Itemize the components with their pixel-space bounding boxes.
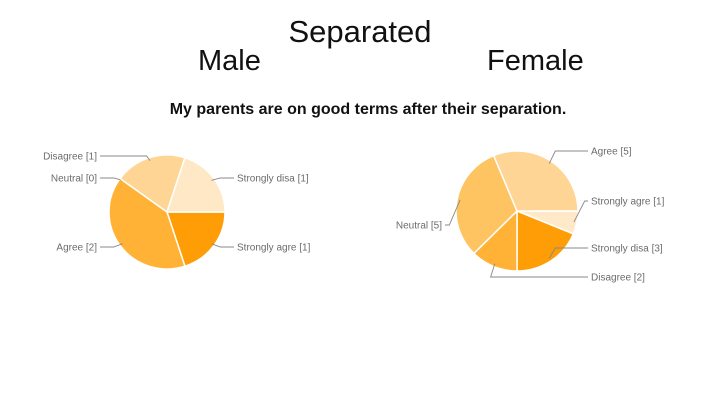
leader-line [548,247,588,259]
slice-label: Neutral [0] [51,174,97,185]
leader-line [100,155,151,161]
pie-slice [108,177,186,270]
pie-slice [119,154,186,214]
slice-label: Strongly disa [3] [591,244,663,255]
pie-slice [516,209,575,272]
leader-line [211,243,234,248]
pie-slice [455,154,518,255]
slice-label: Disagree [1] [43,152,97,163]
leader-line [211,177,234,181]
slice-label: Disagree [2] [591,273,645,284]
leader-line [573,200,588,223]
slice-label: Strongly agre [1] [591,197,665,208]
pie-slice [165,211,226,268]
leader-line [489,263,588,278]
female-label: Female [487,45,584,77]
question-text: My parents are on good terms after their… [169,101,567,118]
slice-label: Strongly agre [1] [237,243,311,254]
male-label: Male [198,45,261,77]
leader-line [548,150,588,164]
leader-line [100,243,123,248]
slide-title: Separated [288,14,432,49]
leader-line [100,177,123,181]
pie-slice [165,156,226,213]
slice-label: Strongly disa [1] [237,174,309,185]
slice-label: Neutral [5] [396,221,442,232]
slice-label: Agree [2] [56,243,97,254]
slice-label: Agree [5] [591,147,632,158]
leader-line [445,199,461,226]
